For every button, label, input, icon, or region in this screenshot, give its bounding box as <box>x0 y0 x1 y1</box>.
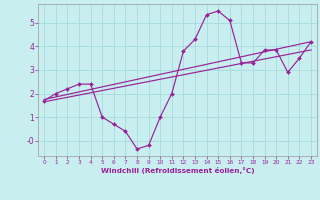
X-axis label: Windchill (Refroidissement éolien,°C): Windchill (Refroidissement éolien,°C) <box>101 167 254 174</box>
